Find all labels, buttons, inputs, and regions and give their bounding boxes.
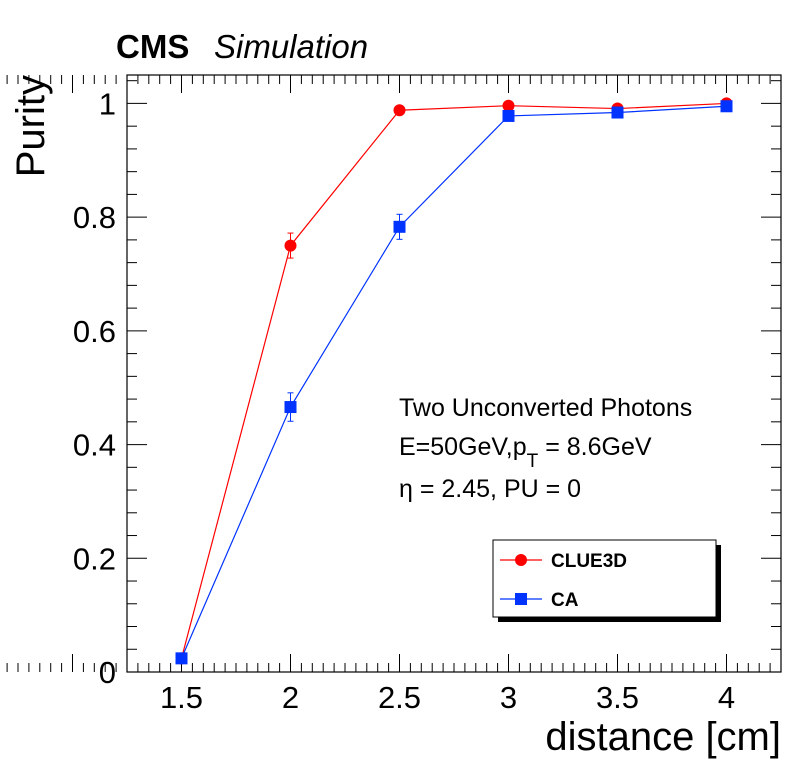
x-tick-label: 2.5 xyxy=(378,680,421,715)
legend: CLUE3D CA xyxy=(492,539,721,622)
data-point-ca xyxy=(284,401,297,414)
series-layer xyxy=(175,97,733,665)
annotation-line-1: Two Unconverted Photons xyxy=(399,394,692,422)
data-point-clue3d xyxy=(393,104,406,117)
data-point-clue3d xyxy=(284,239,297,252)
y-tick-label: 0.8 xyxy=(73,200,116,235)
data-point-ca xyxy=(502,109,515,122)
series-line-ca xyxy=(180,105,727,659)
annotation-energy: E=50GeV,p xyxy=(399,433,527,461)
y-tick-label: 0.2 xyxy=(73,541,116,576)
data-point-ca xyxy=(720,100,733,113)
data-point-ca xyxy=(611,106,624,119)
x-tick-label: 2 xyxy=(282,680,299,715)
legend-box xyxy=(492,539,717,618)
annotation-line-2: E=50GeV,pT = 8.6GeV xyxy=(399,433,652,472)
axis-ticks xyxy=(6,75,782,673)
y-tick-label: 0.6 xyxy=(73,314,116,349)
y-tick-label: 0 xyxy=(99,655,116,690)
y-tick-label: 0.4 xyxy=(73,428,116,463)
legend-label-ca: CA xyxy=(551,590,579,611)
x-tick-label: 3 xyxy=(500,680,517,715)
x-axis-title: distance [cm] xyxy=(545,715,781,759)
data-point-clue3d xyxy=(502,99,515,112)
annotation-pt-subscript: T xyxy=(527,451,539,472)
x-tick-label: 4 xyxy=(718,680,735,715)
axis-tick-labels: 1.5 2 2.5 3 3.5 4 0 0.2 0.4 0.6 0.8 1 xyxy=(73,86,735,715)
annotation-pt-value: = 8.6GeV xyxy=(538,433,652,461)
annotation-line-3: η = 2.45, PU = 0 xyxy=(399,475,581,503)
simulation-label: Simulation xyxy=(214,28,368,65)
legend-label-clue3d: CLUE3D xyxy=(551,551,627,572)
legend-marker-clue3d xyxy=(515,554,527,566)
y-axis-title: Purity xyxy=(9,75,53,177)
x-tick-label: 3.5 xyxy=(596,680,639,715)
cms-label: CMS xyxy=(116,28,189,65)
data-point-ca xyxy=(393,220,406,233)
data-point-ca xyxy=(175,652,188,665)
series-line-clue3d xyxy=(180,102,727,659)
legend-marker-ca xyxy=(515,593,527,605)
y-tick-label: 1 xyxy=(99,86,116,121)
x-tick-label: 1.5 xyxy=(160,680,203,715)
